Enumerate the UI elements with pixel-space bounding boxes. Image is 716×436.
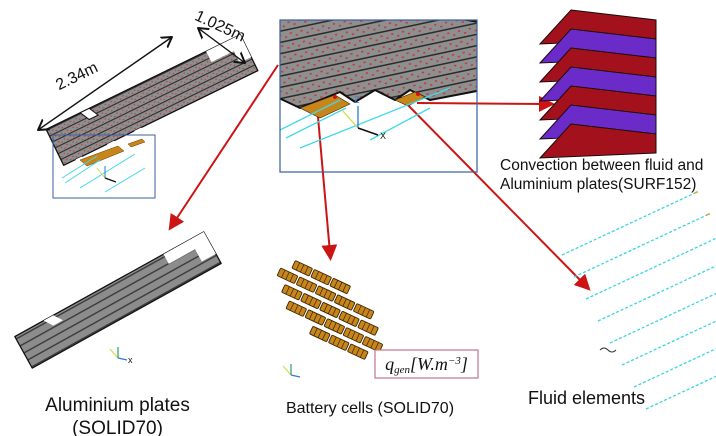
svg-text:Z: Z xyxy=(354,95,360,105)
svg-text:Y: Y xyxy=(336,102,342,112)
svg-text:X: X xyxy=(380,131,386,141)
svg-text:x: x xyxy=(128,355,133,365)
